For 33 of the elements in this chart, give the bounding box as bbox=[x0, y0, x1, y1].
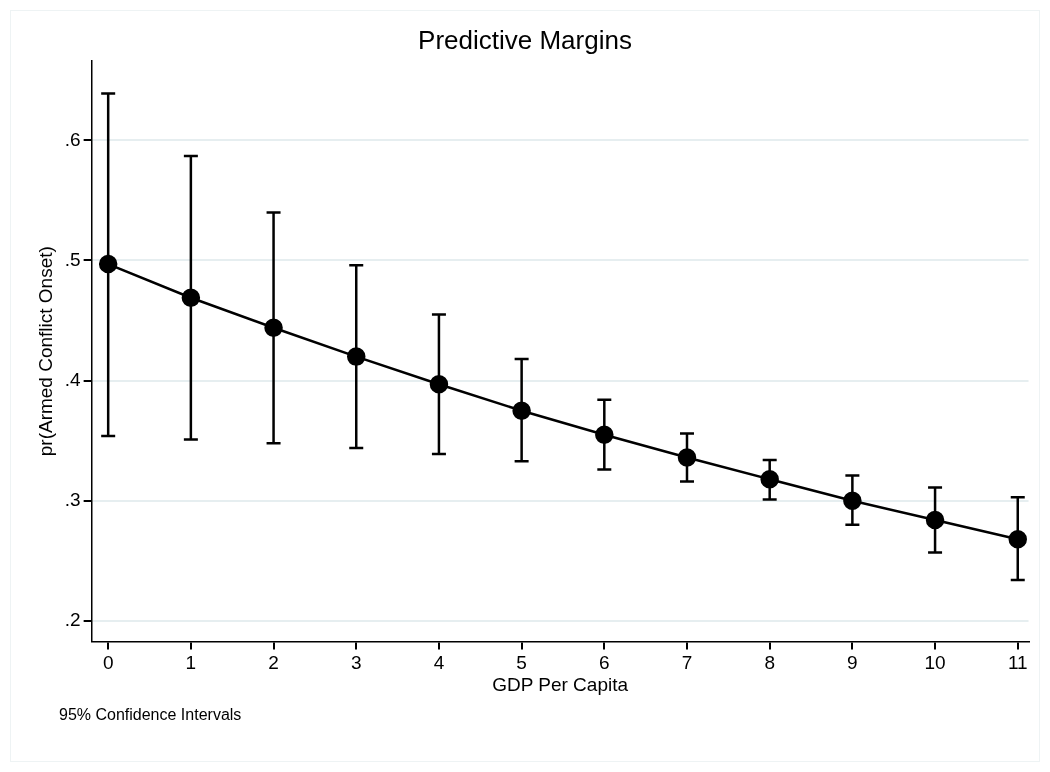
point bbox=[677, 448, 697, 467]
x-tick-label: 5 bbox=[516, 652, 527, 674]
point bbox=[595, 425, 614, 444]
x-tick-label: 10 bbox=[924, 652, 946, 674]
x-axis-title: GDP Per Capita bbox=[492, 673, 629, 695]
point bbox=[98, 254, 118, 274]
y-tick-label: .6 bbox=[64, 128, 81, 150]
x-tick-label: 4 bbox=[433, 652, 445, 674]
chart-title: Predictive Margins bbox=[417, 25, 633, 56]
x-tick-label: 6 bbox=[599, 652, 610, 674]
x-tick-label: 11 bbox=[1007, 652, 1028, 674]
point bbox=[1008, 530, 1027, 549]
x-tick-label: 8 bbox=[764, 652, 775, 674]
x-tick-label: 2 bbox=[268, 652, 279, 674]
point bbox=[347, 347, 366, 366]
y-tick-label: .5 bbox=[64, 248, 81, 270]
point bbox=[181, 288, 201, 307]
y-tick-label: .4 bbox=[64, 368, 82, 390]
y-axis-title: pr(Armed Conflict Onset) bbox=[34, 246, 56, 457]
point bbox=[925, 510, 945, 530]
y-tick-label: .3 bbox=[64, 489, 81, 511]
x-tick-label: 0 bbox=[102, 652, 114, 674]
point bbox=[264, 318, 283, 338]
x-tick-label: 7 bbox=[681, 652, 693, 674]
point bbox=[843, 491, 862, 511]
point bbox=[512, 401, 531, 420]
y-tick-label: .2 bbox=[64, 609, 81, 631]
point bbox=[429, 375, 449, 394]
point bbox=[760, 469, 779, 489]
x-tick-label: 9 bbox=[847, 652, 858, 674]
x-tick-label: 3 bbox=[350, 652, 362, 674]
x-tick-label: 1 bbox=[185, 652, 197, 674]
text: 95% Confidence Intervals bbox=[59, 706, 242, 724]
